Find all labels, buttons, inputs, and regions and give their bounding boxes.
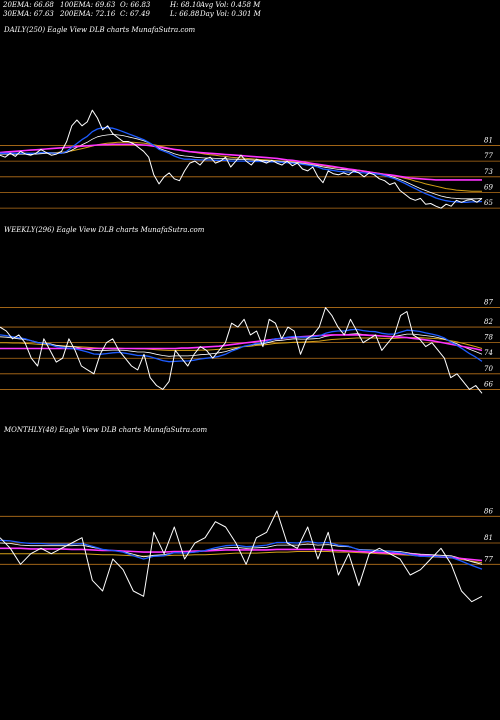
- header-ema100: 100EMA: 69.63: [60, 1, 116, 9]
- weekly-price-line: [0, 307, 483, 394]
- header-ema30: 30EMA: 67.63: [3, 10, 54, 18]
- weekly-tick-label: 70: [484, 365, 493, 373]
- daily-ema30-line: [0, 134, 483, 200]
- monthly-ema20-line: [0, 539, 483, 570]
- header-ema200: 200EMA: 72.16: [60, 10, 116, 18]
- daily-ema100-line: [0, 141, 482, 192]
- monthly-chart: 86 81 77: [0, 507, 500, 603]
- weekly-panel-label: WEEKLY(296) Eagle View DLB charts Munafa…: [4, 226, 205, 234]
- header-dayvol: Day Vol: 0.301 M: [200, 10, 261, 18]
- header-avgvol: Avg Vol: 0.458 M: [200, 1, 261, 9]
- daily-chart: 81 77 73 69 65: [0, 109, 500, 209]
- daily-tick-label: 69: [484, 183, 493, 191]
- weekly-tick-label: 66: [484, 380, 493, 388]
- header-open: O: 66.83: [120, 1, 151, 9]
- header-high: H: 68.10: [170, 1, 201, 9]
- weekly-chart: 87 82 78 74 70 66: [0, 299, 500, 394]
- weekly-tick-label: 82: [484, 318, 493, 326]
- daily-ema20-line: [0, 127, 483, 203]
- daily-panel-label: DAILY(250) Eagle View DLB charts MunafaS…: [4, 26, 196, 34]
- header-ema20: 20EMA: 66.68: [3, 1, 54, 9]
- weekly-ema20-line: [0, 328, 483, 363]
- daily-tick-label: 77: [484, 152, 493, 160]
- daily-tick-label: 65: [484, 199, 493, 207]
- weekly-ema200-line: [0, 334, 483, 352]
- weekly-tick-label: 74: [484, 349, 493, 357]
- monthly-tick-label: 81: [484, 534, 493, 542]
- monthly-tick-label: 86: [484, 507, 493, 515]
- monthly-panel-label: MONTHLY(48) Eagle View DLB charts Munafa…: [4, 426, 208, 434]
- monthly-tick-label: 77: [484, 555, 493, 563]
- monthly-price-line: [0, 510, 483, 603]
- monthly-ema200-line: [0, 547, 483, 562]
- daily-tick-label: 73: [484, 168, 493, 176]
- daily-price-line: [0, 109, 483, 209]
- weekly-tick-label: 78: [484, 334, 493, 342]
- daily-tick-label: 81: [484, 136, 493, 144]
- header-low: L: 66.88: [170, 10, 200, 18]
- header-close: C: 67.49: [120, 10, 150, 18]
- weekly-tick-label: 87: [484, 299, 493, 307]
- monthly-ema30-line: [0, 542, 483, 565]
